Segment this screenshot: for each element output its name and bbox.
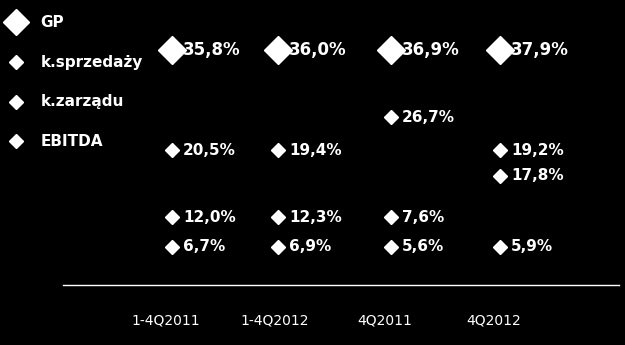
Text: 4Q2012: 4Q2012 (466, 314, 521, 328)
Text: 26,7%: 26,7% (402, 110, 455, 125)
Text: 6,9%: 6,9% (289, 239, 332, 254)
Text: k.sprzedaży: k.sprzedaży (41, 55, 143, 70)
Text: 36,0%: 36,0% (289, 41, 347, 59)
Text: 17,8%: 17,8% (511, 168, 564, 184)
Text: 7,6%: 7,6% (402, 210, 444, 225)
Text: 20,5%: 20,5% (183, 142, 236, 158)
Text: 35,8%: 35,8% (183, 41, 241, 59)
Text: EBITDA: EBITDA (41, 134, 103, 149)
Text: 12,3%: 12,3% (289, 210, 342, 225)
Text: GP: GP (41, 15, 64, 30)
Text: 5,9%: 5,9% (511, 239, 553, 254)
Text: 5,6%: 5,6% (402, 239, 444, 254)
Text: 6,7%: 6,7% (183, 239, 226, 254)
Text: 1-4Q2011: 1-4Q2011 (131, 314, 200, 328)
Text: 37,9%: 37,9% (511, 41, 569, 59)
Text: 19,4%: 19,4% (289, 142, 342, 158)
Text: k.zarządu: k.zarządu (41, 94, 124, 109)
Text: 4Q2011: 4Q2011 (357, 314, 412, 328)
Text: 19,2%: 19,2% (511, 142, 564, 158)
Text: 12,0%: 12,0% (183, 210, 236, 225)
Text: 36,9%: 36,9% (402, 41, 459, 59)
Text: 1-4Q2012: 1-4Q2012 (241, 314, 309, 328)
